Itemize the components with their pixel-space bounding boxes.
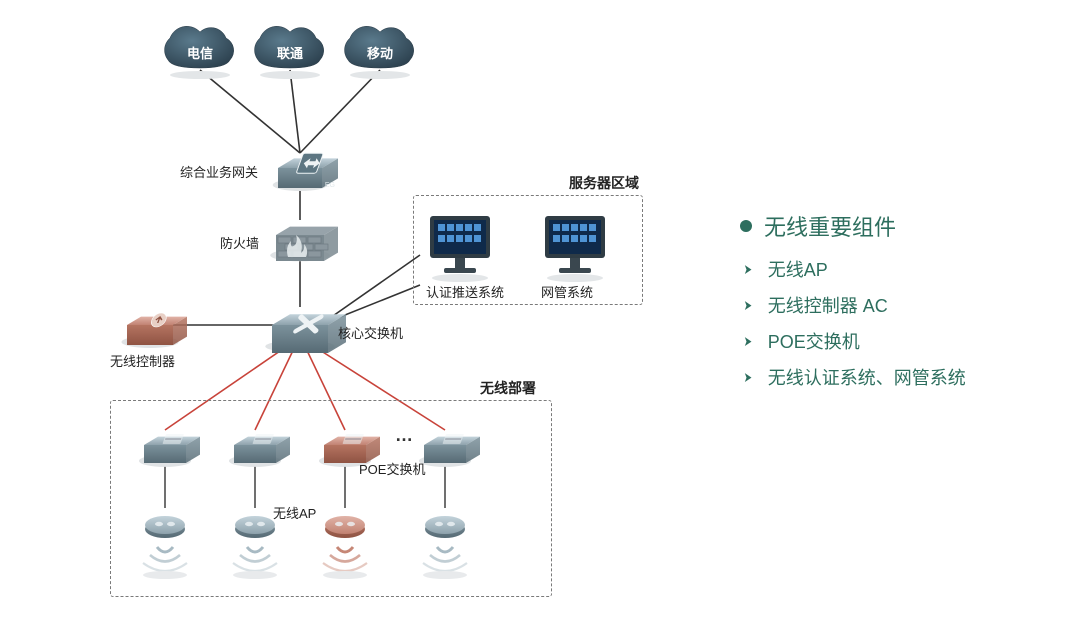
node-label: 核心交换机 [338,323,403,342]
svg-text:EG: EG [325,182,335,189]
right-item-text: POE交换机 [768,328,860,354]
chevron-right-icon: ➤ [744,261,752,278]
clouds: 电信 联通 移动 [165,26,414,79]
wireless-zone-box [110,400,552,597]
right-heading-text: 无线重要组件 [764,210,896,242]
right-item-text: 无线控制器 AC [768,292,888,318]
chevron-right-icon: ➤ [744,369,752,386]
wireless-zone-title: 无线部署 [480,378,536,398]
node-label: POE交换机 [359,459,425,478]
right-heading: 无线重要组件 [740,210,1070,242]
node-label: 无线控制器 [110,351,175,370]
bullet-dot-icon [740,220,752,232]
svg-text:电信: 电信 [187,46,213,61]
right-list-item: ➤ 无线AP [742,256,1070,282]
chevron-right-icon: ➤ [744,333,752,350]
node-label: 认证推送系统 [426,282,504,301]
node-label: 防火墙 [220,233,259,252]
node-label: 综合业务网关 [180,162,258,181]
chevron-right-icon: ➤ [744,297,752,314]
right-list-item: ➤ POE交换机 [742,328,1070,354]
right-panel: 无线重要组件 ➤ 无线AP ➤ 无线控制器 AC ➤ POE交换机 ➤ 无线认证系统、网管系统 [740,210,1070,400]
right-item-text: 无线AP [768,256,828,282]
network-diagram: 电信 联通 移动 EG 服务器区域 无线部署 综合业务网关防火墙无线控制器 核心交换机… [0,0,700,623]
right-list-item: ➤ 无线控制器 AC [742,292,1070,318]
server-zone-title: 服务器区域 [569,173,639,193]
svg-text:移动: 移动 [367,46,393,61]
node-label: 无线AP [273,503,316,522]
right-item-text: 无线认证系统、网管系统 [768,364,966,390]
right-list-item: ➤ 无线认证系统、网管系统 [742,364,1070,390]
svg-text:联通: 联通 [277,46,303,61]
node-label: 网管系统 [541,282,593,301]
ellipsis: … [395,425,413,446]
edges-dark [165,70,420,325]
